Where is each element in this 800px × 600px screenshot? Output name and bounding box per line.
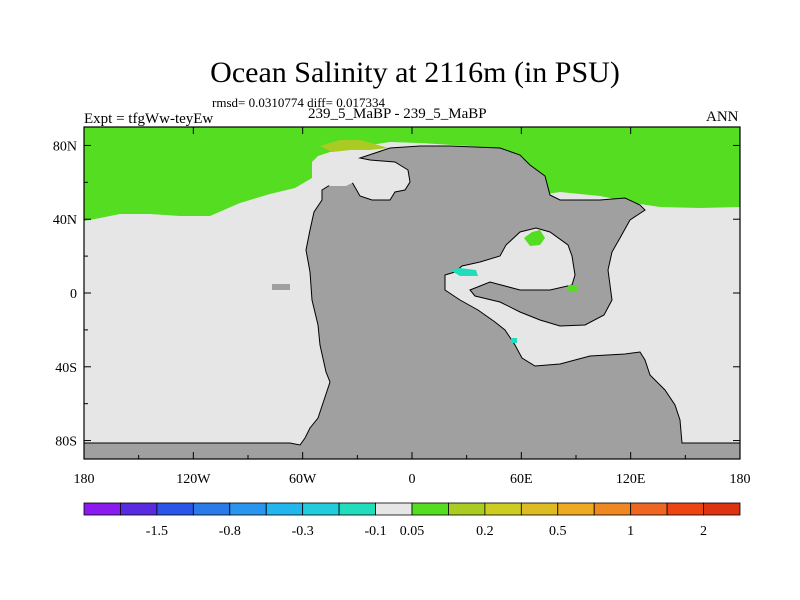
- colorbar-swatch: [120, 502, 158, 516]
- mid-east-green-patch: [524, 230, 545, 246]
- colorbar-swatch: [83, 502, 121, 516]
- colorbar-label: -0.8: [219, 524, 241, 539]
- north-atlantic-olive-patch: [320, 140, 388, 152]
- colorbar-swatch: [520, 502, 559, 516]
- arctic-gap-near-zero: [316, 158, 362, 186]
- colorbar-swatch: [703, 502, 741, 516]
- y-tick-label: 40S: [55, 361, 77, 376]
- x-axis: 180 120W 60W 0 60E 120E 180: [74, 127, 751, 487]
- colorbar-swatch: [411, 502, 449, 516]
- colorbar-label: 0.05: [400, 524, 425, 539]
- colorbar-label: -0.1: [364, 524, 386, 539]
- colorbar-label: 0.5: [549, 524, 567, 539]
- colorbar-swatch: [557, 502, 595, 516]
- colorbar-swatch: [448, 502, 486, 516]
- island-south-atlantic: [272, 284, 290, 290]
- colorbar-label: 0.2: [476, 524, 494, 539]
- colorbar-swatch: [229, 502, 267, 516]
- x-tick-label: 180: [730, 472, 751, 487]
- x-tick-label: 120W: [176, 472, 211, 487]
- colorbar-swatch: [265, 502, 304, 516]
- colorbar-swatch: [630, 502, 668, 516]
- map-plot-area: [83, 126, 741, 460]
- x-tick-label: 60E: [510, 472, 533, 487]
- colorbar-swatch: [593, 502, 632, 516]
- x-tick-label: 120E: [616, 472, 646, 487]
- teal-patch-north: [450, 268, 478, 276]
- indian-ocean-green-dot: [568, 285, 577, 291]
- x-tick-label: 60W: [289, 472, 317, 487]
- plot-title: Ocean Salinity at 2116m (in PSU): [210, 56, 620, 89]
- colorbar: -1.5 -0.8 -0.3 -0.1 0.05 0.2 0.5 1 2: [83, 502, 741, 539]
- y-tick-label: 80N: [53, 139, 77, 154]
- colorbar-swatch: [484, 502, 522, 516]
- colorbar-swatch: [302, 502, 340, 516]
- colorbar-swatch: [192, 502, 231, 516]
- x-tick-label: 180: [74, 472, 95, 487]
- colorbar-label: 1: [627, 524, 634, 539]
- northern-ocean-green-region: [84, 127, 740, 221]
- y-axis: 80N 40N 0 40S 80S: [53, 139, 740, 450]
- colorbar-label: -0.3: [292, 524, 314, 539]
- colorbar-swatch: [666, 502, 704, 516]
- season-label: ANN: [706, 109, 739, 125]
- colorbar-label: -1.5: [146, 524, 168, 539]
- x-tick-label: 0: [409, 472, 416, 487]
- y-tick-label: 0: [70, 287, 77, 302]
- y-tick-label: 80S: [55, 435, 77, 450]
- teal-patch-south: [511, 338, 517, 343]
- stats-line: rmsd= 0.0310774 diff= 0.017334: [212, 95, 385, 110]
- colorbar-label: 2: [700, 524, 707, 539]
- subtitle: 239_5_MaBP - 239_5_MaBP: [308, 106, 487, 122]
- colorbar-swatch: [375, 502, 413, 516]
- colorbar-swatch: [156, 502, 194, 516]
- experiment-label: Expt = tfgWw-teyEw: [84, 111, 214, 127]
- colorbar-swatch: [338, 502, 376, 516]
- y-tick-label: 40N: [53, 213, 77, 228]
